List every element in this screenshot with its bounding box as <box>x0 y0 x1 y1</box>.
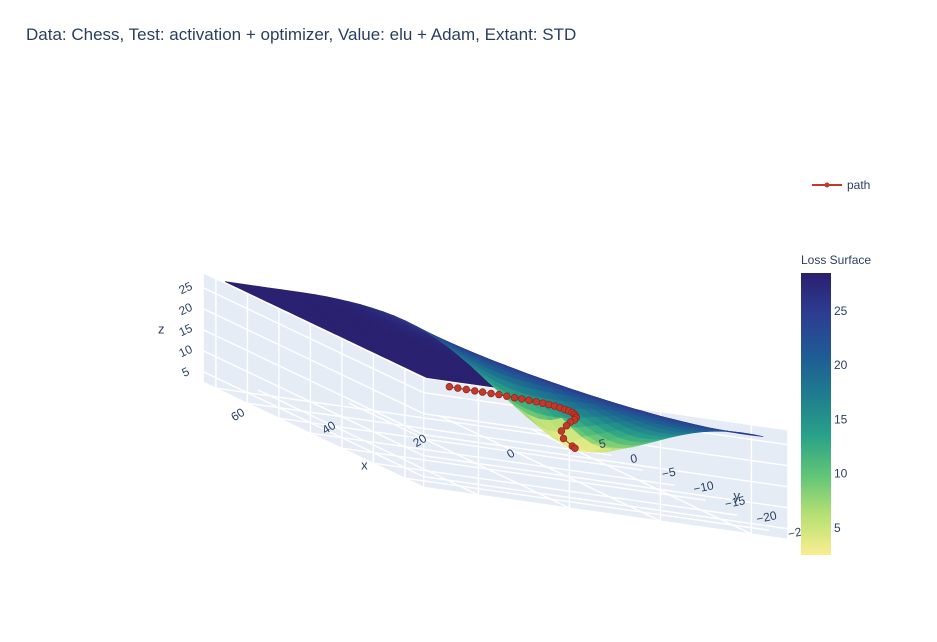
grid-z-side <box>202 350 425 457</box>
colorbar-tick-label: 15 <box>834 412 848 426</box>
colorbar-bar <box>801 273 831 555</box>
axis-labels: x y z <box>158 322 740 504</box>
grid-z-side <box>202 287 425 394</box>
path-marker <box>559 434 568 443</box>
grid-y-floor <box>215 387 580 441</box>
path-marker <box>445 383 454 391</box>
grid-y-floor <box>278 417 643 471</box>
grid-z-side <box>202 308 425 415</box>
grid-y-floor <box>373 462 738 516</box>
grid-x-floor <box>439 415 661 522</box>
chart-title: Data: Chess, Test: activation + optimize… <box>26 25 577 44</box>
path-marker <box>495 390 503 399</box>
path-marker <box>518 395 526 403</box>
grid-y-floor <box>247 402 612 456</box>
path-marker <box>571 444 579 452</box>
grid-z-back <box>423 434 788 488</box>
y-tick-label: 0 <box>629 451 639 466</box>
y-tick-label: 5 <box>598 436 608 451</box>
colorbar-tick-label: 25 <box>834 304 848 318</box>
scene-walls <box>202 272 789 540</box>
path-marker <box>478 388 487 396</box>
loss-surface[interactable] <box>224 281 764 453</box>
path-marker <box>503 392 511 400</box>
path-marker <box>557 427 566 435</box>
y-tick-label: −10 <box>692 478 715 496</box>
grid-z-side <box>202 371 425 478</box>
legend[interactable]: path <box>812 178 870 192</box>
y-tick-label: −20 <box>755 508 778 526</box>
path-marker <box>532 398 540 406</box>
z-axis-title: z <box>158 322 165 337</box>
path-marker <box>462 385 470 394</box>
z-tick-label: 25 <box>177 279 195 297</box>
y-tick-label: −15 <box>724 493 747 511</box>
grid-z-back <box>423 455 788 509</box>
path-marker <box>487 389 495 398</box>
grid-z-back <box>423 476 788 530</box>
y-tick-label: −5 <box>661 465 678 482</box>
legend-path-label[interactable]: path <box>847 178 870 192</box>
grid-y-floor <box>404 477 769 531</box>
grid-z-side <box>202 329 425 436</box>
colorbar-tick-label: 5 <box>834 521 841 535</box>
z-tick-label: 20 <box>177 300 195 318</box>
colorbar: Loss Surface 5 10 15 20 25 <box>801 253 871 555</box>
path-marker <box>454 384 462 392</box>
path-marker <box>471 387 479 395</box>
path-series[interactable] <box>445 383 580 452</box>
path-marker <box>525 396 533 404</box>
x-tick-label: 60 <box>228 405 247 424</box>
y-axis-title: y <box>733 488 740 503</box>
z-tick-label: 5 <box>180 364 192 380</box>
colorbar-title: Loss Surface <box>801 253 871 267</box>
z-tick-label: 10 <box>177 342 195 360</box>
path-marker <box>562 422 571 430</box>
legend-path-marker <box>824 182 830 188</box>
colorbar-tick-label: 20 <box>834 358 848 372</box>
grid-x-floor <box>257 389 479 496</box>
path-marker <box>539 399 547 407</box>
colorbar-tick-label: 10 <box>834 467 848 481</box>
z-tick-label: 15 <box>177 321 195 339</box>
path-marker <box>510 394 519 402</box>
grid-y-floor <box>310 432 675 486</box>
grid-x-floor <box>348 402 570 509</box>
grid-y-floor <box>341 447 706 501</box>
x-axis-title: x <box>361 458 368 473</box>
